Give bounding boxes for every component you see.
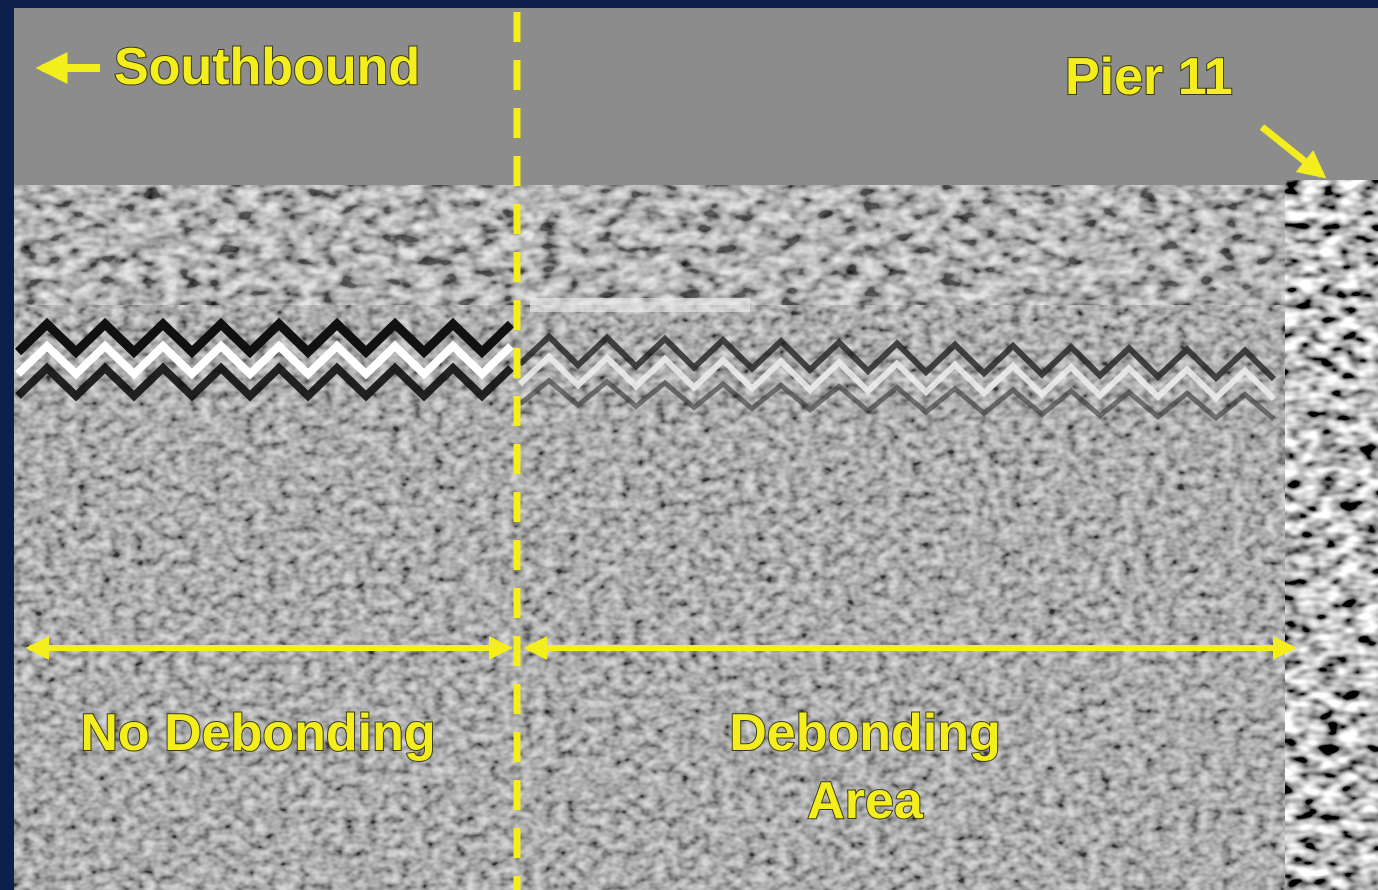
pier-label: Pier 11: [1065, 48, 1233, 106]
direction-label: Southbound: [114, 38, 420, 96]
radargram: Southbound Pier 11 No Debonding Debondin…: [0, 0, 1378, 890]
debond-reflection: [530, 298, 750, 312]
upper-noise: [14, 185, 1378, 305]
pier-reflection: [1285, 180, 1378, 890]
right-region-label: Debonding: [729, 704, 1001, 762]
right-region-label: Area: [807, 772, 924, 830]
page: Southbound Pier 11 No Debonding Debondin…: [0, 0, 1378, 890]
left-region-label: No Debonding: [80, 704, 435, 762]
